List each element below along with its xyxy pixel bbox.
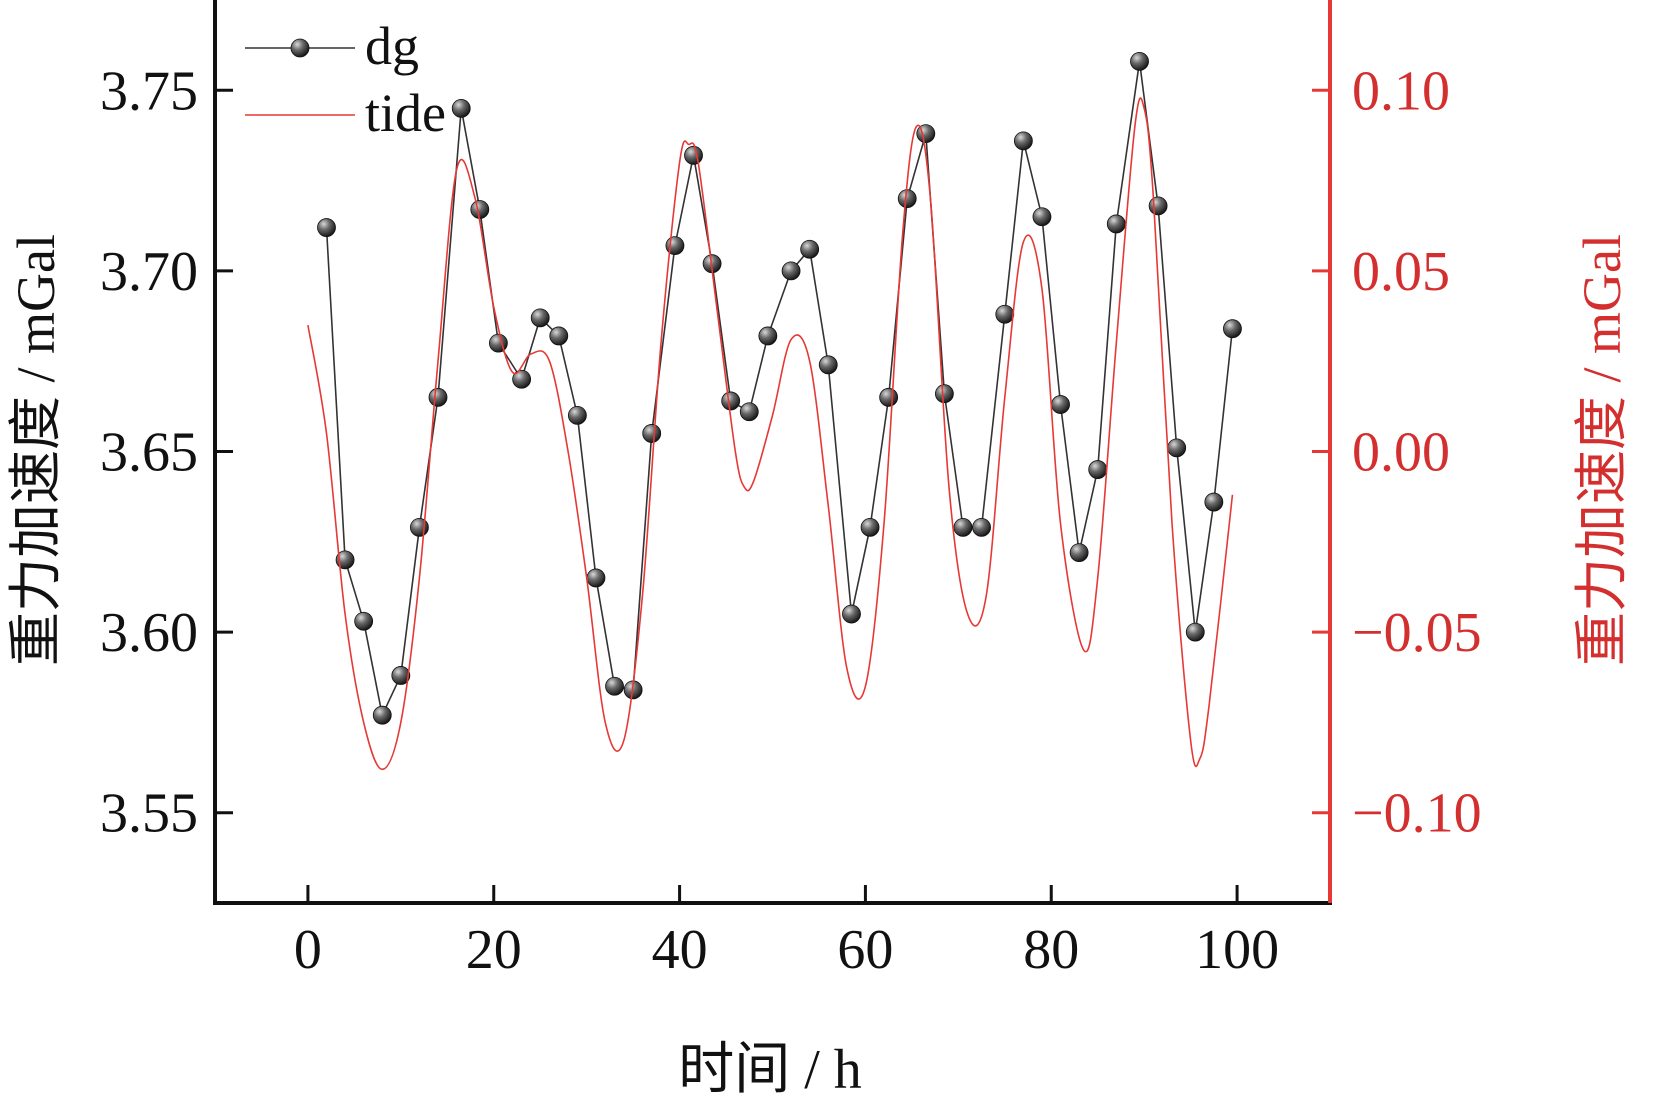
data-point-dg (586, 568, 606, 588)
series-layer (307, 52, 1242, 771)
data-point-dg (842, 604, 861, 624)
data-point-dg (410, 517, 429, 537)
x-tick-label: 60 (837, 919, 893, 981)
ticks-layer: 0 20 40 60 80 100 3.55 3.60 3.65 3.70 3.75 −0.10 −0.… (100, 60, 1482, 981)
data-point-dg (739, 402, 759, 422)
labels-layer: 时间 / h 重力加速度 / mGal 重力加速度 / mGal (6, 234, 1632, 1101)
y-right-tick-label: 0.10 (1352, 60, 1450, 122)
y-right-tick-label: 0.00 (1352, 422, 1450, 484)
data-point-dg (1185, 622, 1205, 642)
data-point-dg (758, 326, 778, 346)
x-tick-label: 0 (294, 919, 322, 981)
series-line-tide (307, 97, 1234, 771)
y-axis-title-right: 重力加速度 / mGal (1572, 234, 1632, 666)
data-point-dg (549, 326, 569, 346)
data-point-dg (605, 676, 624, 696)
data-point-dg (372, 705, 392, 725)
data-point-dg (1051, 395, 1070, 414)
data-point-dg (897, 189, 917, 209)
data-point-dg (684, 145, 703, 165)
data-point-dg (781, 261, 801, 281)
data-point-dg (995, 304, 1015, 324)
y-left-tick-label: 3.60 (100, 602, 198, 664)
legend-label-tide: tide (365, 83, 446, 143)
data-point-dg (1148, 196, 1168, 216)
y-right-tick-label: −0.05 (1352, 602, 1482, 664)
data-point-dg (1204, 492, 1224, 512)
y-axis-title-left: 重力加速度 / mGal (6, 234, 66, 666)
x-tick-label: 40 (652, 919, 708, 981)
data-point-dg (354, 611, 374, 631)
y-right-tick-label: 0.05 (1352, 241, 1450, 303)
data-point-dg (530, 308, 550, 328)
data-point-dg (1032, 207, 1052, 227)
data-point-dg (335, 550, 355, 570)
x-tick-label: 100 (1195, 919, 1279, 981)
data-point-dg (800, 239, 820, 259)
legend: dg tide (245, 16, 446, 143)
data-point-dg (1130, 52, 1149, 71)
x-axis-title: 时间 / h (678, 1039, 862, 1101)
data-point-dg (879, 387, 899, 407)
data-point-dg (935, 384, 954, 404)
y-left-tick-label: 3.55 (100, 783, 198, 845)
data-point-dg (1069, 543, 1089, 563)
y-right-tick-label: −0.10 (1352, 783, 1482, 845)
data-point-dg (818, 355, 838, 375)
data-point-dg (428, 387, 448, 407)
y-left-tick-label: 3.75 (100, 60, 198, 122)
data-point-dg (391, 666, 411, 685)
data-point-dg (1223, 319, 1242, 339)
data-point-dg (972, 517, 991, 537)
data-point-dg (953, 517, 973, 537)
data-point-dg (1167, 438, 1187, 458)
x-tick-label: 80 (1023, 919, 1079, 981)
series-line-dg (325, 61, 1234, 718)
legend-marker-dg (290, 38, 310, 58)
data-point-dg (451, 98, 471, 118)
legend-label-dg: dg (365, 16, 419, 76)
data-point-dg (1106, 214, 1126, 234)
data-point-dg (860, 517, 880, 537)
data-point-dg (488, 333, 508, 353)
data-point-dg (567, 405, 587, 425)
data-point-dg (1088, 460, 1108, 479)
y-left-tick-label: 3.65 (100, 422, 198, 484)
x-tick-label: 20 (466, 919, 522, 981)
y-left-tick-label: 3.70 (100, 241, 198, 303)
data-point-dg (317, 218, 336, 237)
data-point-dg (512, 369, 532, 389)
data-point-dg (721, 391, 741, 411)
data-point-dg (642, 424, 662, 443)
data-point-dg (1013, 131, 1033, 151)
data-point-dg (470, 200, 490, 219)
